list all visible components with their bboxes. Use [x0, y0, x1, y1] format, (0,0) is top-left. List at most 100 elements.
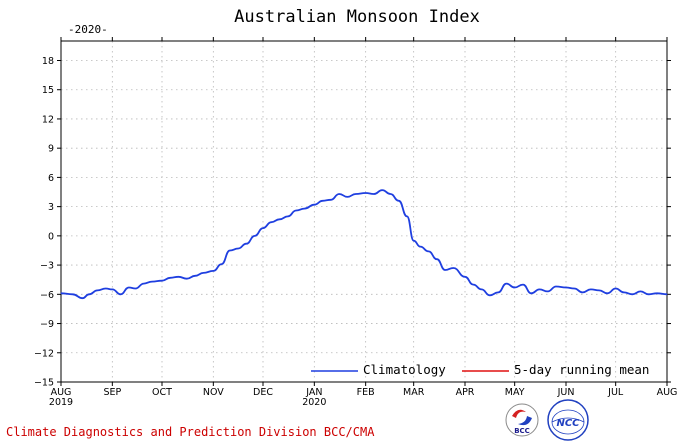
data-point-climatology	[237, 248, 239, 249]
data-point-climatology	[390, 193, 391, 195]
y-tick-label: 6	[48, 173, 54, 184]
y-tick-label: −12	[34, 348, 54, 359]
year-label: -2020-	[68, 23, 108, 36]
data-point-climatology	[279, 218, 281, 220]
data-point-climatology	[287, 215, 289, 217]
data-point-climatology	[565, 287, 567, 288]
x-tick-label: DEC	[253, 387, 273, 398]
data-point-climatology	[355, 193, 357, 195]
legend-label-running-mean: 5-day running mean	[514, 362, 649, 377]
x-tick-label: NOV	[203, 387, 224, 398]
x-tick-label: AUG	[51, 387, 72, 398]
data-point-climatology	[505, 283, 507, 285]
series-layer	[60, 189, 668, 300]
ncc-logo: NCC	[547, 399, 589, 441]
x-tick-label: JAN	[305, 387, 322, 398]
data-point-climatology	[229, 250, 231, 251]
data-point-climatology	[631, 293, 633, 295]
x-tick-label: MAY	[505, 387, 525, 398]
grid-layer	[61, 41, 667, 382]
data-point-climatology	[419, 246, 421, 248]
data-point-climatology	[666, 293, 668, 295]
y-tick-label: 9	[48, 144, 54, 155]
data-point-climatology	[623, 291, 625, 293]
data-point-climatology	[178, 276, 180, 278]
y-tick-label: 0	[48, 231, 54, 242]
data-point-climatology	[555, 286, 557, 287]
data-point-climatology	[135, 288, 136, 289]
y-tick-label: 12	[42, 114, 54, 125]
plot-frame	[60, 40, 668, 383]
data-point-climatology	[105, 288, 107, 289]
data-point-climatology	[151, 281, 153, 283]
y-tick-label: 15	[42, 85, 54, 96]
data-point-climatology	[194, 275, 196, 277]
data-point-climatology	[522, 284, 524, 286]
x-tick-label: MAR	[403, 387, 425, 398]
chart-title: Australian Monsoon Index	[234, 7, 480, 27]
x-tick-label: SEP	[103, 387, 121, 398]
x-tick-label: OCT	[152, 387, 172, 398]
data-point-climatology	[82, 297, 83, 299]
data-point-climatology	[262, 227, 264, 229]
data-point-climatology	[128, 287, 130, 288]
y-tick-label: 3	[48, 202, 54, 213]
y-tick-label: −6	[40, 290, 54, 301]
x-tick-label: JUN	[557, 387, 575, 398]
data-point-climatology	[88, 293, 90, 295]
data-point-climatology	[582, 291, 584, 293]
legend-label-climatology: Climatology	[363, 362, 446, 377]
bcc-logo-text: BCC	[514, 427, 530, 435]
data-point-climatology	[270, 221, 272, 223]
data-point-climatology	[428, 250, 430, 252]
x-tick-label: FEB	[357, 387, 375, 398]
data-point-climatology	[615, 288, 617, 289]
data-point-climatology	[322, 200, 324, 202]
data-point-climatology	[120, 293, 122, 295]
data-point-climatology	[489, 294, 491, 296]
y-tick-label: −9	[40, 319, 54, 330]
data-point-climatology	[406, 215, 408, 217]
y-tick-label: −15	[34, 378, 54, 389]
x-tick-year-label: 2020	[302, 397, 326, 408]
data-point-climatology	[464, 276, 466, 278]
footer-credit: Climate Diagnostics and Prediction Divis…	[6, 425, 375, 439]
data-point-climatology	[444, 269, 446, 271]
data-point-climatology	[530, 292, 532, 294]
data-point-climatology	[303, 208, 305, 210]
data-point-climatology	[295, 210, 297, 211]
data-point-climatology	[143, 283, 145, 285]
legend: Climatology 5-day running mean	[311, 362, 649, 377]
y-tick-label: −3	[40, 261, 54, 272]
data-point-climatology	[202, 272, 204, 274]
data-point-climatology	[381, 189, 383, 191]
data-point-climatology	[547, 290, 549, 292]
data-point-climatology	[497, 291, 499, 293]
data-point-climatology	[539, 288, 540, 290]
data-point-climatology	[169, 277, 171, 279]
data-point-climatology	[60, 292, 62, 294]
x-tick-year-label: 2019	[49, 397, 73, 408]
data-point-climatology	[313, 204, 315, 206]
data-point-climatology	[656, 292, 658, 294]
data-point-climatology	[606, 292, 608, 294]
data-point-climatology	[346, 196, 348, 198]
y-tick-label: 18	[42, 56, 54, 67]
data-point-climatology	[245, 243, 247, 245]
data-point-climatology	[111, 288, 113, 290]
bcc-logo: BCC	[505, 403, 539, 437]
data-point-climatology	[72, 293, 74, 295]
data-point-climatology	[398, 200, 400, 202]
data-point-climatology	[413, 240, 415, 242]
data-point-climatology	[452, 267, 454, 269]
data-point-climatology	[212, 270, 214, 272]
data-point-climatology	[365, 192, 367, 194]
x-tick-label: AUG	[657, 387, 678, 398]
data-point-climatology	[254, 235, 256, 237]
y-axis: 18 15 12 9 6 3 0 −3 −6 −9 −12 −15	[34, 56, 671, 389]
data-point-climatology	[186, 278, 188, 280]
data-point-climatology	[640, 290, 641, 292]
ncc-logo-text: NCC	[556, 418, 580, 429]
